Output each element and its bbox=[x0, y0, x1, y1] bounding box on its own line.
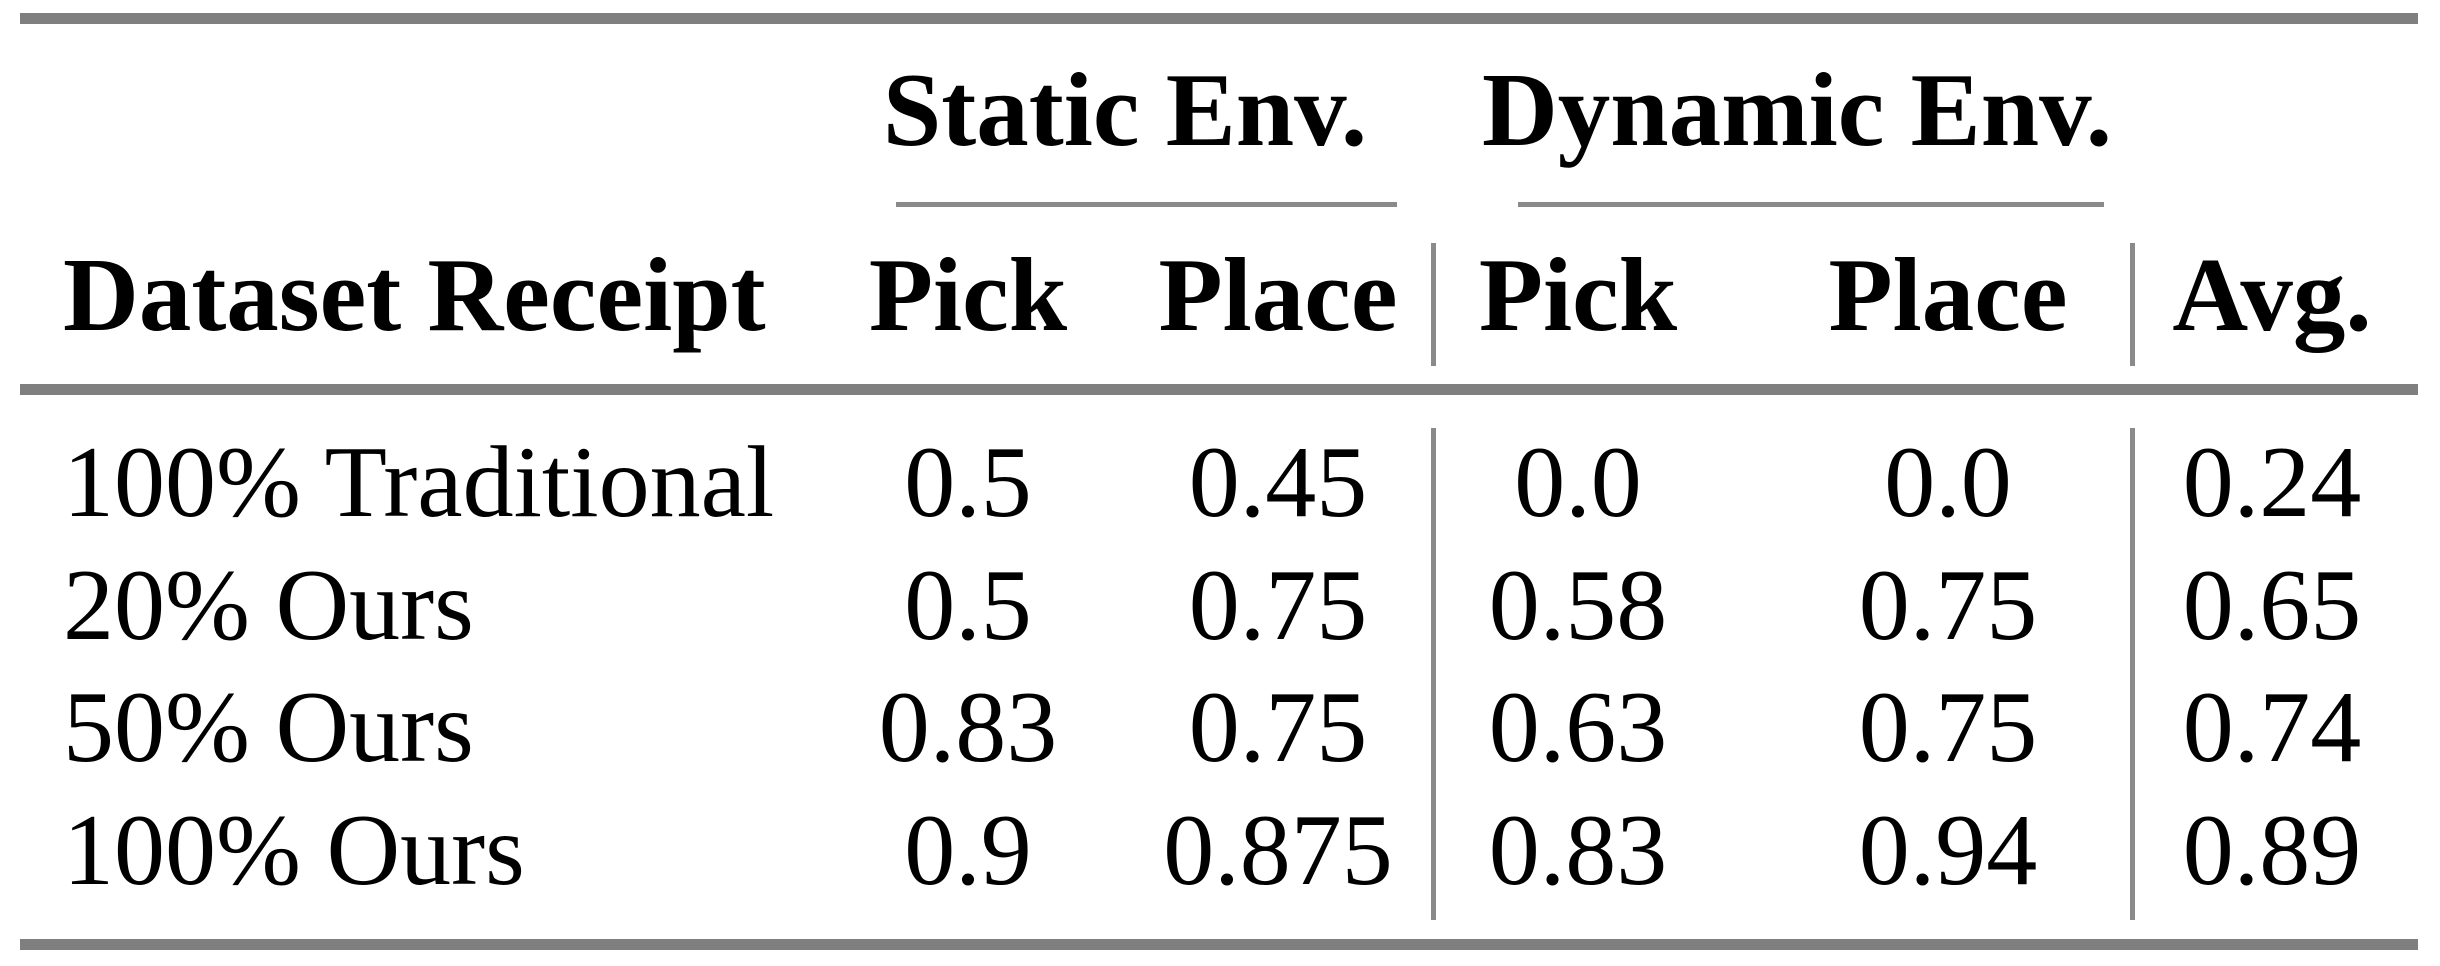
cell-row0-dynamic-pick: 0.0 bbox=[1514, 426, 1642, 539]
cell-row0-dynamic-place: 0.0 bbox=[1884, 426, 2012, 539]
header-dataset-receipt: Dataset Receipt bbox=[63, 236, 766, 353]
cell-row0-static-place: 0.45 bbox=[1188, 426, 1368, 539]
vertical-rule-2-header bbox=[2130, 243, 2135, 366]
cell-row1-dynamic-place: 0.75 bbox=[1858, 549, 2038, 662]
header-dynamic-place: Place bbox=[1828, 236, 2068, 353]
cell-row2-static-pick: 0.83 bbox=[878, 671, 1058, 784]
cell-row2-dynamic-place: 0.75 bbox=[1858, 671, 2038, 784]
cell-row0-dataset: 100% Traditional bbox=[63, 426, 775, 539]
vertical-rule-1-header bbox=[1431, 243, 1436, 366]
vertical-rule-1-body bbox=[1431, 428, 1436, 920]
cell-row2-avg: 0.74 bbox=[2182, 671, 2362, 784]
cell-row3-dynamic-pick: 0.83 bbox=[1488, 794, 1668, 907]
header-static-pick: Pick bbox=[868, 236, 1068, 353]
cell-row2-static-place: 0.75 bbox=[1188, 671, 1368, 784]
header-midrule bbox=[20, 384, 2418, 395]
cell-row1-dynamic-pick: 0.58 bbox=[1488, 549, 1668, 662]
column-group-dynamic-label: Dynamic Env. bbox=[1481, 51, 2113, 168]
cmidrule-static bbox=[896, 202, 1397, 207]
cell-row3-avg: 0.89 bbox=[2182, 794, 2362, 907]
column-group-static-label: Static Env. bbox=[882, 51, 1368, 168]
header-static-place: Place bbox=[1158, 236, 1398, 353]
cell-row1-dataset: 20% Ours bbox=[63, 549, 474, 662]
cell-row3-dataset: 100% Ours bbox=[63, 794, 525, 907]
cell-row3-static-place: 0.875 bbox=[1163, 794, 1393, 907]
bottom-rule bbox=[20, 939, 2418, 950]
header-dynamic-pick: Pick bbox=[1478, 236, 1678, 353]
cell-row2-dataset: 50% Ours bbox=[63, 671, 474, 784]
cell-row1-static-place: 0.75 bbox=[1188, 549, 1368, 662]
vertical-rule-2-body bbox=[2130, 428, 2135, 920]
cell-row0-static-pick: 0.5 bbox=[904, 426, 1032, 539]
cell-row1-avg: 0.65 bbox=[2182, 549, 2362, 662]
top-rule bbox=[20, 13, 2418, 24]
cell-row1-static-pick: 0.5 bbox=[904, 549, 1032, 662]
header-avg: Avg. bbox=[2172, 236, 2372, 353]
cell-row3-static-pick: 0.9 bbox=[904, 794, 1032, 907]
cmidrule-dynamic bbox=[1518, 202, 2104, 207]
cell-row3-dynamic-place: 0.94 bbox=[1858, 794, 2038, 907]
cell-row0-avg: 0.24 bbox=[2182, 426, 2362, 539]
cell-row2-dynamic-pick: 0.63 bbox=[1488, 671, 1668, 784]
